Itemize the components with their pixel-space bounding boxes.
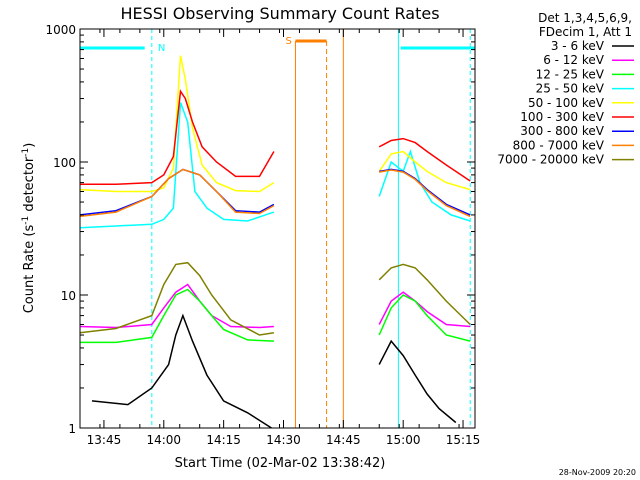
x-tick-label: 14:15 [206, 433, 241, 447]
y-tick-label: 10 [61, 289, 76, 303]
series-line-after-8 [378, 263, 471, 326]
legend-label: 800 - 7000 keV [513, 138, 605, 152]
x-axis: 13:45 14:00 14:15 14:30 14:45 15:00 15:15 [79, 29, 481, 447]
x-tick-label: 15:00 [386, 433, 421, 447]
y-tick-label: 1 [68, 422, 76, 436]
y-axis: 1 10 100 1000 [45, 23, 475, 436]
legend-label: 3 - 6 keV [551, 39, 605, 53]
legend: Det 1,3,4,5,6,9, FDecim 1, Att 1 3 - 6 k… [497, 11, 634, 167]
series-line-after-0 [378, 339, 457, 424]
series-line-2 [80, 288, 274, 344]
legend-label: 300 - 800 keV [520, 124, 604, 138]
series-line-7 [79, 168, 275, 218]
timestamp: 28-Nov-2009 20:20 [559, 468, 636, 477]
series-line-after-7 [379, 169, 471, 218]
series-line-8 [79, 261, 275, 336]
x-axis-label: Start Time (02-Mar-02 13:38:42) [175, 456, 386, 471]
series-line-1 [79, 283, 274, 329]
legend-label: 12 - 25 keV [536, 67, 605, 81]
legend-label: 6 - 12 keV [543, 53, 605, 67]
series-line-0 [91, 313, 272, 429]
x-tick-label: 14:45 [326, 433, 361, 447]
series-line-after-2 [378, 294, 471, 342]
legend-label: 7000 - 20000 keV [497, 153, 604, 167]
legend-label: 50 - 100 keV [528, 96, 605, 110]
y-axis-label: Count Rate (s-1 detector-1) [21, 143, 37, 314]
series-line-after-5 [378, 137, 471, 182]
series-line-5 [80, 89, 275, 186]
legend-header-2: FDecim 1, Att 1 [539, 25, 632, 39]
x-tick-label: 15:15 [446, 433, 481, 447]
y-tick-label: 100 [53, 156, 76, 170]
x-tick-label: 14:00 [146, 433, 181, 447]
legend-label: 100 - 300 keV [520, 110, 604, 124]
plot-area: NS [79, 29, 475, 429]
legend-header-1: Det 1,3,4,5,6,9, [538, 11, 632, 25]
y-tick-label: 1000 [45, 23, 76, 37]
series-line-after-4 [378, 150, 471, 191]
series-line-after-3 [378, 149, 471, 222]
saa-label: S [285, 36, 291, 47]
series-line-3 [79, 102, 275, 229]
legend-label: 25 - 50 keV [536, 82, 605, 96]
chart-title: HESSI Observing Summary Count Rates [120, 4, 439, 23]
series-line-4 [79, 55, 275, 193]
night-label: N [158, 43, 165, 54]
plot-frame [79, 28, 476, 429]
x-tick-label: 13:45 [87, 433, 122, 447]
x-tick-label: 14:30 [266, 433, 301, 447]
